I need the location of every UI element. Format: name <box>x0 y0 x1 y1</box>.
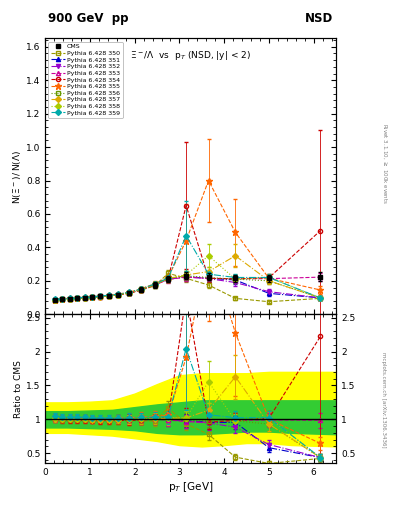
X-axis label: p$_T$ [GeV]: p$_T$ [GeV] <box>168 480 213 494</box>
Y-axis label: Ratio to CMS: Ratio to CMS <box>14 360 23 418</box>
Text: mcplots.cern.ch [arXiv:1306.3436]: mcplots.cern.ch [arXiv:1306.3436] <box>381 352 386 447</box>
Y-axis label: N($\Xi^-$)$_{\,}$/$_{\,}$N($\Lambda$): N($\Xi^-$)$_{\,}$/$_{\,}$N($\Lambda$) <box>12 149 23 204</box>
Text: $\Xi^-/\Lambda$  vs  p$_T$ (NSD, |y| < 2): $\Xi^-/\Lambda$ vs p$_T$ (NSD, |y| < 2) <box>130 50 251 62</box>
Text: NSD: NSD <box>305 12 333 25</box>
Text: 900 GeV  pp: 900 GeV pp <box>48 12 129 25</box>
Text: Rivet 3.1.10, $\geq$ 100k events: Rivet 3.1.10, $\geq$ 100k events <box>381 123 389 204</box>
Legend: CMS, Pythia 6.428 350, Pythia 6.428 351, Pythia 6.428 352, Pythia 6.428 353, Pyt: CMS, Pythia 6.428 350, Pythia 6.428 351,… <box>48 41 123 118</box>
